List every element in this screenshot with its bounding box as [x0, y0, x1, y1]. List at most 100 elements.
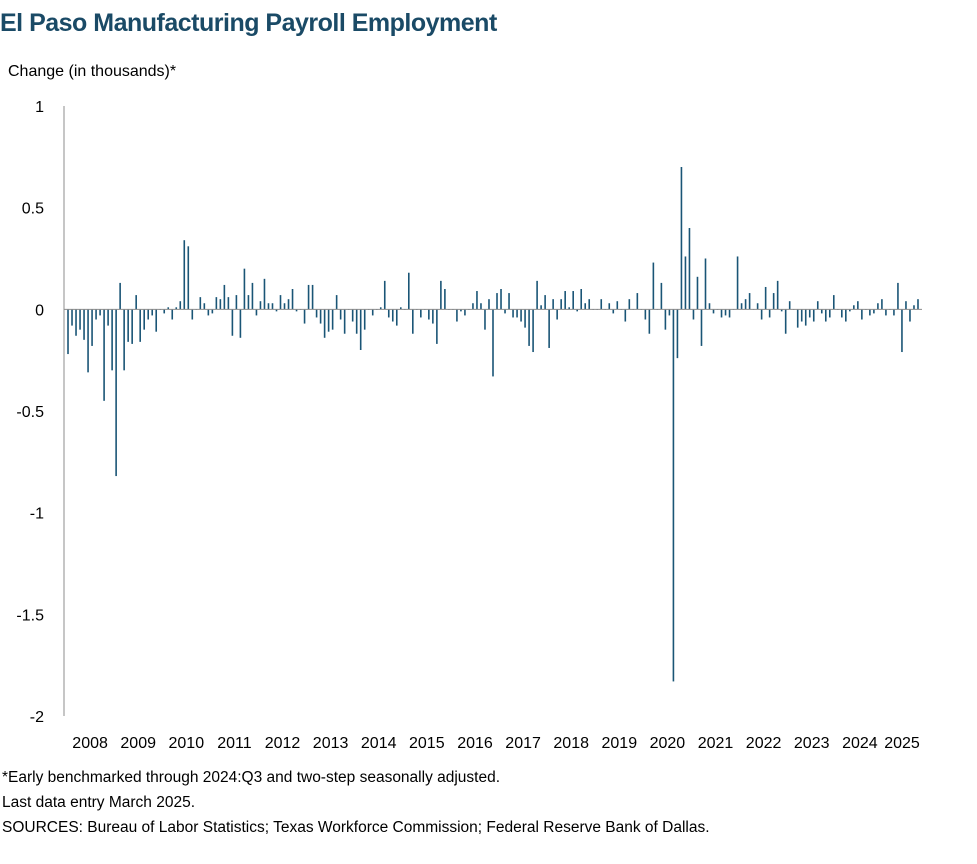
x-tick-label: 2018: [553, 735, 589, 752]
bar: [464, 309, 466, 316]
bar: [95, 309, 97, 320]
bar: [335, 295, 338, 310]
bar: [343, 309, 346, 334]
bar: [363, 309, 366, 330]
bar: [680, 167, 683, 310]
bar: [796, 309, 799, 328]
bar: [391, 309, 394, 322]
x-tick-label: 2024: [842, 735, 878, 752]
bar: [812, 309, 815, 322]
bar: [476, 291, 478, 310]
bar: [235, 295, 238, 310]
bar: [275, 309, 278, 312]
bar: [704, 258, 707, 310]
y-tick-label: 0: [35, 302, 44, 319]
bar: [147, 309, 149, 320]
bar: [917, 299, 919, 310]
x-tick-label: 2022: [746, 735, 782, 752]
bar: [283, 303, 286, 310]
bar: [83, 309, 85, 340]
x-tick-label: 2017: [505, 735, 541, 752]
bar: [271, 303, 274, 310]
bar: [488, 299, 490, 310]
bar: [780, 309, 783, 312]
bar: [696, 276, 699, 310]
bar: [167, 307, 170, 310]
bar: [179, 301, 182, 310]
bar: [772, 293, 775, 310]
bar: [861, 309, 863, 320]
bar: [247, 295, 250, 310]
bar: [223, 284, 226, 310]
bar: [684, 256, 687, 310]
bar: [552, 299, 554, 310]
bar: [436, 309, 438, 344]
footnote-benchmark: *Early benchmarked through 2024:Q3 and t…: [2, 769, 501, 786]
bar: [688, 228, 691, 310]
bar: [91, 309, 93, 346]
bar: [804, 309, 807, 326]
y-axis-label: Change (in thousands)*: [8, 63, 177, 80]
bar: [636, 293, 639, 310]
bar: [123, 309, 125, 371]
bar: [432, 309, 434, 324]
bar: [75, 309, 77, 336]
bar: [853, 305, 855, 310]
bar: [219, 299, 222, 310]
bar: [516, 309, 518, 318]
x-tick-label: 2020: [650, 735, 686, 752]
bar: [849, 309, 851, 312]
bar: [107, 309, 109, 326]
x-tick-label: 2008: [72, 735, 108, 752]
bar-series: [67, 167, 919, 682]
bar: [672, 309, 675, 682]
bar: [608, 303, 611, 310]
bar: [67, 309, 69, 355]
x-tick-label: 2025: [884, 735, 920, 752]
bar: [668, 309, 671, 316]
bar: [788, 301, 791, 310]
bar: [355, 309, 358, 334]
bar: [440, 280, 442, 310]
bar: [841, 309, 843, 318]
bar: [295, 309, 298, 312]
bar: [203, 303, 206, 310]
bar: [540, 305, 542, 310]
y-tick-label: -1: [30, 506, 44, 523]
bar: [383, 280, 386, 310]
bar: [648, 309, 651, 334]
bar: [536, 280, 538, 310]
bar: [628, 299, 631, 310]
bar: [323, 309, 326, 338]
bar: [624, 309, 627, 322]
bar: [712, 309, 715, 314]
bar: [484, 309, 486, 330]
bar: [420, 309, 422, 318]
x-tick-label: 2013: [313, 735, 349, 752]
bar: [676, 309, 679, 359]
bar: [728, 309, 731, 318]
bar: [568, 307, 570, 310]
bar: [263, 278, 266, 310]
y-axis-ticks: 1 0.5 0 -0.5 -1 -1.5 -2: [16, 99, 44, 726]
bar: [885, 309, 887, 316]
bar: [808, 309, 811, 318]
bar: [700, 309, 703, 346]
bar: [359, 309, 362, 350]
bar: [351, 309, 354, 322]
x-tick-label: 2019: [602, 735, 638, 752]
bar: [327, 309, 330, 332]
bar: [399, 307, 402, 310]
bar: [909, 309, 911, 322]
bar: [395, 309, 398, 326]
bar: [151, 309, 154, 316]
bar: [508, 293, 510, 310]
x-tick-label: 2012: [265, 735, 301, 752]
x-tick-label: 2010: [169, 735, 205, 752]
bar: [331, 309, 334, 330]
bar: [824, 309, 827, 322]
bar: [155, 309, 158, 332]
bar: [187, 246, 190, 310]
y-tick-label: 1: [35, 99, 44, 116]
